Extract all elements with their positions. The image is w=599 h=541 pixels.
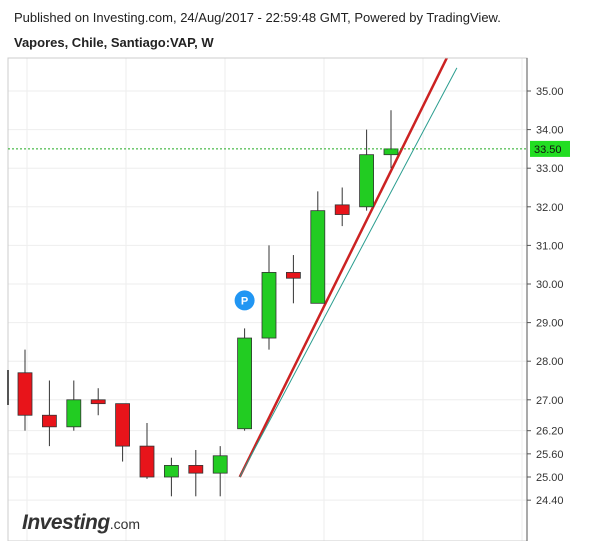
candle [237,328,253,431]
candle [334,187,350,227]
trendlines [238,58,458,478]
candles [17,110,399,497]
p-marker: P [234,290,255,311]
y-tick-label: 26.20 [536,426,564,438]
marker-circle [234,290,255,311]
candle-body-down [285,272,301,279]
candle [17,349,33,431]
candle [212,446,228,497]
candle-body-up [359,154,375,208]
candle-body-up [163,465,179,478]
y-tick-label: 25.00 [536,472,564,484]
y-tick-label: 33.00 [536,163,564,175]
y-tick-label: 34.00 [536,125,564,137]
candle [139,422,155,479]
candle-body-up [66,399,82,428]
y-tick-label: 31.00 [536,240,564,252]
candle [261,245,277,350]
candle-body-down [17,372,33,416]
trendline-red [238,58,449,478]
y-tick-label: 32.00 [536,202,564,214]
candle-body-up [212,455,228,474]
y-tick-label: 25.60 [536,449,564,461]
candle-body-up [310,210,326,304]
candle-body-down [334,204,350,215]
investing-logo: Investing.com [22,511,140,535]
y-tick-label: 27.00 [536,395,564,407]
candle-body-down [139,445,155,478]
candle [285,255,301,304]
candle [115,403,130,462]
candle [359,129,375,211]
last-price-tag [530,140,570,157]
y-tick-label: 28.00 [536,356,564,368]
logo-suffix: .com [109,516,141,532]
candle-body-up [383,148,399,156]
y-tick-label: 24.40 [536,495,564,507]
candle [310,191,326,304]
candle-body-down [115,403,130,447]
candle-body-down [42,414,57,428]
last-price-label: 33.50 [534,144,562,156]
candle-body-up [237,337,253,430]
candle [383,110,399,169]
logo-brand: Investing [22,511,110,534]
marker-label: P [241,295,248,307]
candle-body-up [261,272,277,339]
y-tick-label: 35.00 [536,86,564,98]
candle [188,449,204,497]
candle [42,380,57,447]
y-tick-label: 29.00 [536,318,564,330]
symbol-title: Vapores, Chile, Santiago:VAP, W [14,35,214,50]
publish-info: Published on Investing.com, 24/Aug/2017 … [14,10,501,25]
trendline-teal [239,67,458,478]
plot-frame [7,57,528,541]
candle-body-down [188,465,204,474]
candle [90,388,106,416]
candle [66,380,82,431]
y-axis: 35.00 34.00 33.00 32.00 31.00 30.00 29.00 28.00… [8,86,570,507]
y-tick-label: 30.00 [536,279,564,291]
candle-body-down [90,399,106,405]
candle [163,457,179,497]
